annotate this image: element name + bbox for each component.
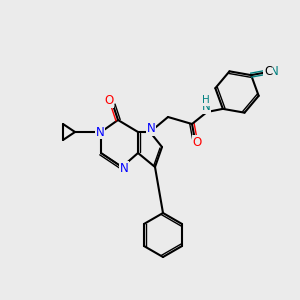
Text: O: O <box>192 136 202 148</box>
Text: N: N <box>120 161 128 175</box>
Text: O: O <box>104 94 114 107</box>
Text: N: N <box>270 64 278 78</box>
Text: H: H <box>202 95 210 105</box>
Text: C: C <box>264 64 272 78</box>
Text: N: N <box>147 122 155 136</box>
Text: N: N <box>96 125 104 139</box>
Text: N: N <box>202 100 210 113</box>
